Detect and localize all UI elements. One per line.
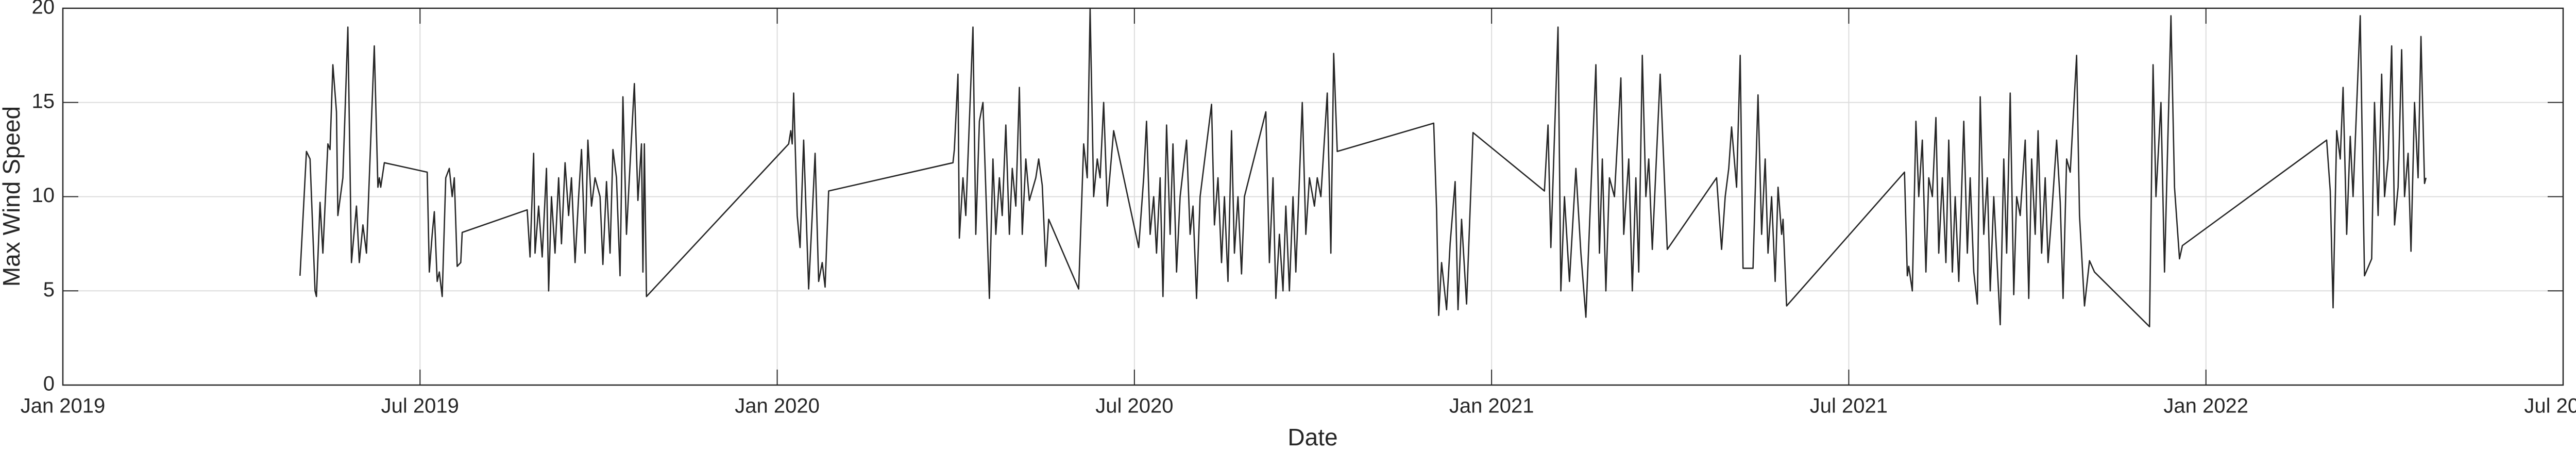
- y-axis-label: Max Wind Speed: [0, 106, 25, 287]
- data-line: [299, 7, 2427, 327]
- x-axis-label: Date: [1287, 424, 1337, 450]
- x-tick-label: Jan 2019: [21, 395, 106, 418]
- y-tick-label: 0: [43, 373, 55, 395]
- y-tick-label: 10: [32, 184, 55, 207]
- y-tick-label: 20: [32, 0, 55, 19]
- y-tick-label: 15: [32, 90, 55, 112]
- x-tick-label: Jul 2021: [1810, 395, 1888, 418]
- y-tick-label: 5: [43, 278, 55, 301]
- x-tick-label: Jul 2019: [381, 395, 459, 418]
- x-tick-label: Jan 2022: [2163, 395, 2248, 418]
- x-tick-label: Jul 2020: [1095, 395, 1173, 418]
- x-tick-label: Jan 2020: [735, 395, 820, 418]
- x-tick-label: Jan 2021: [1449, 395, 1534, 418]
- x-tick-label: Jul 2022: [2524, 395, 2576, 418]
